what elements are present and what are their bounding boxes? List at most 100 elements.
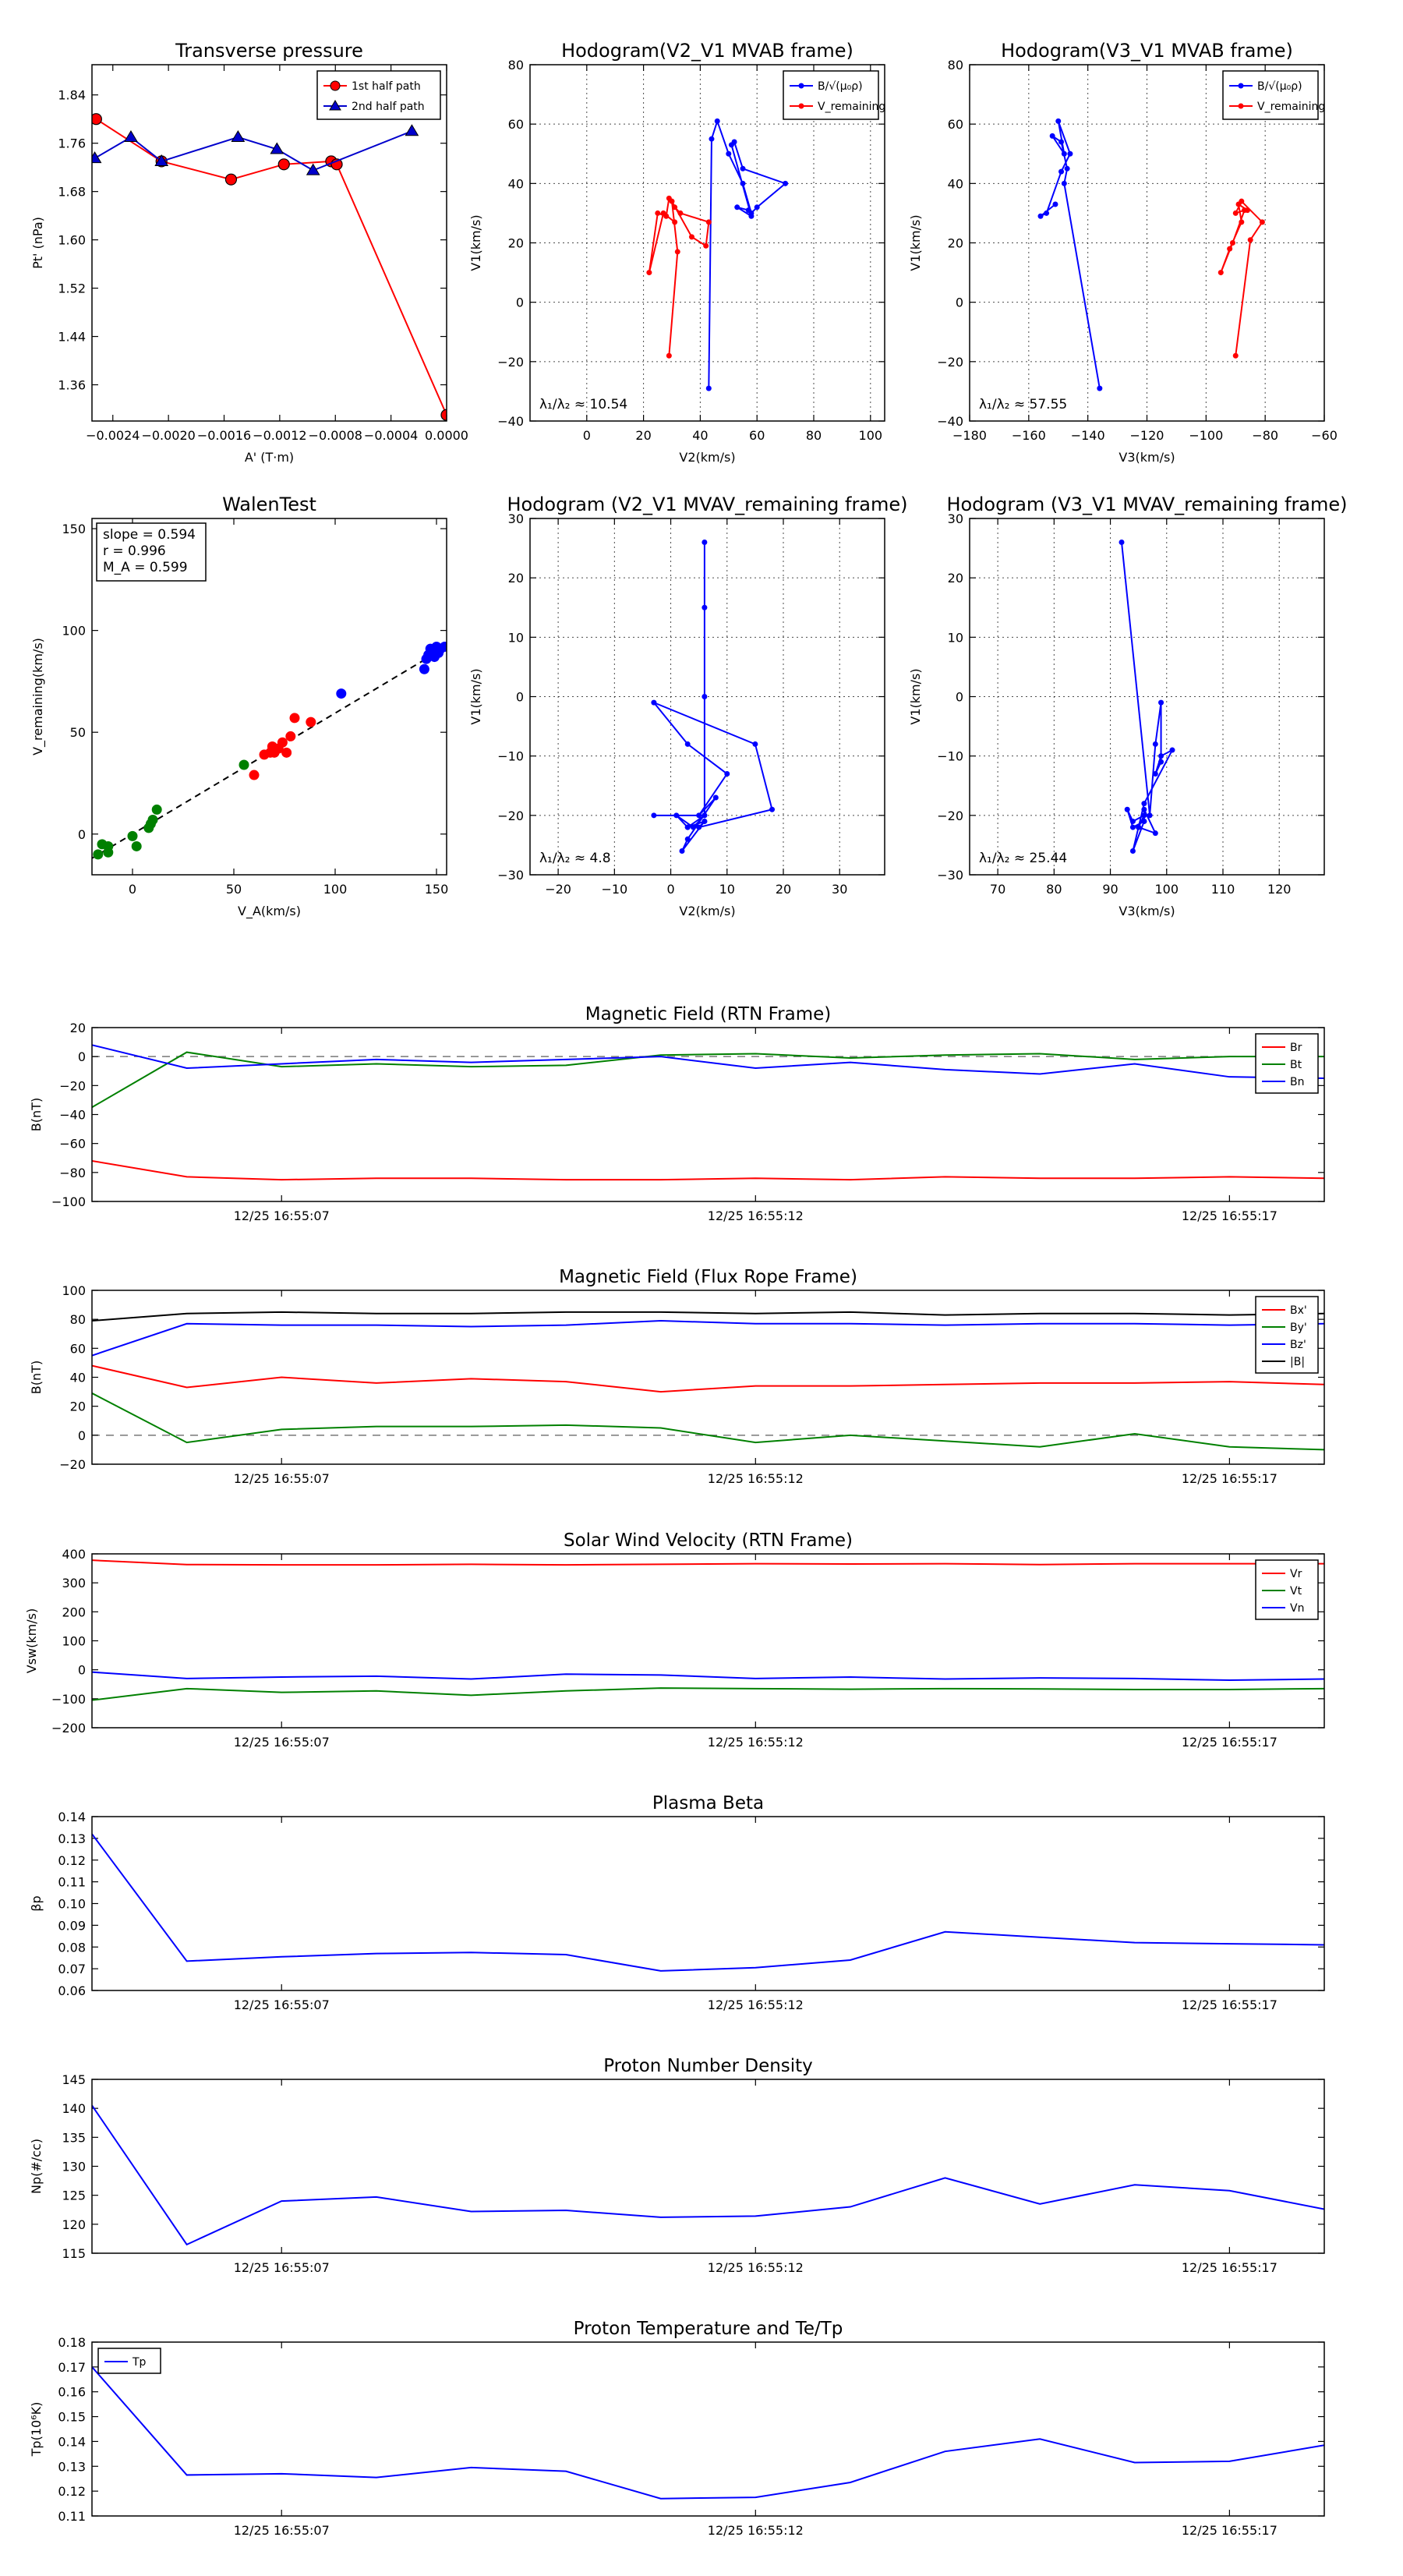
- data-point: [702, 694, 708, 699]
- chart-title: Hodogram (V2_V1 MVAV_remaining frame): [507, 494, 907, 515]
- x-tick-label: −140: [1071, 428, 1105, 443]
- x-tick-label: 12/25 16:55:12: [708, 1208, 804, 1223]
- plot-frame: [969, 518, 1325, 876]
- legend-label: B/√(μ₀ρ): [1257, 80, 1302, 93]
- y-tick-label: 0.15: [58, 2410, 86, 2425]
- y-tick-label: 0: [78, 827, 86, 842]
- y-tick-label: −10: [497, 749, 524, 764]
- x-tick-label: 100: [1155, 882, 1179, 897]
- data-point: [666, 195, 672, 201]
- series-line-V_remaining: [1220, 200, 1263, 356]
- x-tick-label: 12/25 16:55:17: [1182, 1208, 1278, 1223]
- x-tick-label: 120: [1267, 882, 1292, 897]
- y-tick-label: 0.11: [58, 1875, 86, 1890]
- x-axis-label: A' (T·m): [245, 450, 294, 465]
- series-line-Vr: [92, 1559, 1324, 1566]
- data-point: [702, 604, 708, 610]
- x-tick-label: 12/25 16:55:17: [1182, 2260, 1278, 2275]
- data-point: [1097, 385, 1103, 391]
- plot-area: [970, 518, 1324, 875]
- data-point: [703, 242, 709, 249]
- plot-area: [92, 2079, 1324, 2253]
- legend-marker: [798, 103, 804, 109]
- plot-area: [92, 1817, 1324, 1990]
- x-tick-label: 12/25 16:55:07: [234, 1471, 330, 1486]
- data-point: [1247, 237, 1253, 243]
- y-tick-label: −30: [497, 868, 524, 883]
- data-layer: [92, 2104, 1324, 2246]
- data-point: [147, 814, 158, 825]
- data-point: [1239, 219, 1245, 225]
- plot-frame: [91, 2341, 1325, 2517]
- x-tick-label: 80: [1046, 882, 1062, 897]
- y-axis-label: V1(km/s): [468, 668, 483, 724]
- data-point: [684, 824, 691, 830]
- x-tick-label: −180: [952, 428, 987, 443]
- data-point: [151, 804, 162, 815]
- y-axis-label: Np(#/cc): [29, 2139, 44, 2194]
- y-tick-label: 1.68: [58, 185, 86, 200]
- data-point: [277, 158, 290, 171]
- y-tick-label: 1.52: [58, 281, 86, 296]
- y-tick-label: −20: [59, 1078, 86, 1093]
- y-tick-label: 1.44: [58, 330, 86, 345]
- chart-title: Proton Temperature and Te/Tp: [574, 2319, 843, 2339]
- data-point: [93, 849, 104, 860]
- plot-frame: [969, 64, 1325, 422]
- x-tick-label: 50: [226, 882, 242, 897]
- data-point: [1061, 150, 1067, 157]
- series-line-Br: [92, 1159, 1324, 1181]
- plot-frame: [91, 1553, 1325, 1729]
- data-point: [688, 234, 694, 240]
- series-line-Np: [92, 2104, 1324, 2246]
- y-tick-label: 0.16: [58, 2385, 86, 2400]
- x-tick-label: 150: [425, 882, 449, 897]
- data-point: [1259, 219, 1265, 225]
- y-tick-label: 40: [70, 1371, 86, 1385]
- x-tick-label: −100: [1189, 428, 1223, 443]
- legend-label: Vr: [1290, 1568, 1302, 1580]
- y-tick-label: 115: [62, 2246, 86, 2261]
- data-point: [752, 741, 758, 747]
- y-tick-label: 60: [70, 1341, 86, 1356]
- x-tick-label: 12/25 16:55:17: [1182, 2523, 1278, 2538]
- y-tick-label: 80: [70, 1312, 86, 1327]
- data-point: [1064, 165, 1070, 172]
- data-point: [336, 688, 347, 699]
- data-point: [1232, 352, 1239, 359]
- x-tick-label: −10: [601, 882, 627, 897]
- data-point: [1169, 747, 1175, 753]
- chart-tp: 12/25 16:55:07 12/25 16:55:12 12/25 16:55:…: [29, 2319, 1325, 2538]
- series-line-Bz': [92, 1320, 1324, 1357]
- data-point: [440, 409, 447, 421]
- x-tick-label: 100: [859, 428, 883, 443]
- x-tick-label: 12/25 16:55:12: [708, 2260, 804, 2275]
- y-axis-label: βp: [29, 1895, 44, 1911]
- y-tick-label: −20: [497, 355, 524, 370]
- data-point: [1141, 806, 1147, 812]
- y-tick-label: −40: [497, 414, 524, 429]
- series-line-V: [1121, 542, 1175, 851]
- data-point: [1058, 139, 1065, 145]
- plot-frame: [529, 64, 885, 422]
- data-point: [651, 812, 657, 819]
- x-tick-label: 0: [583, 428, 591, 443]
- plot-frame: [529, 518, 885, 876]
- x-tick-label: 12/25 16:55:07: [234, 2523, 330, 2538]
- x-axis-label: V2(km/s): [679, 904, 735, 918]
- x-tick-label: 70: [990, 882, 1005, 897]
- x-tick-label: −0.0004: [364, 428, 418, 443]
- y-tick-label: 135: [62, 2130, 86, 2145]
- y-tick-label: 0.18: [58, 2335, 86, 2350]
- data-point: [103, 847, 114, 858]
- legend-label: Tp: [132, 2356, 147, 2369]
- x-tick-label: 0: [129, 882, 136, 897]
- data-point: [672, 219, 678, 225]
- data-point: [1232, 210, 1239, 216]
- x-tick-label: 30: [832, 882, 847, 897]
- y-axis-label: V1(km/s): [908, 214, 923, 271]
- y-tick-label: 200: [62, 1605, 86, 1619]
- y-tick-label: 0.07: [58, 1962, 86, 1976]
- plot-frame: [91, 64, 447, 422]
